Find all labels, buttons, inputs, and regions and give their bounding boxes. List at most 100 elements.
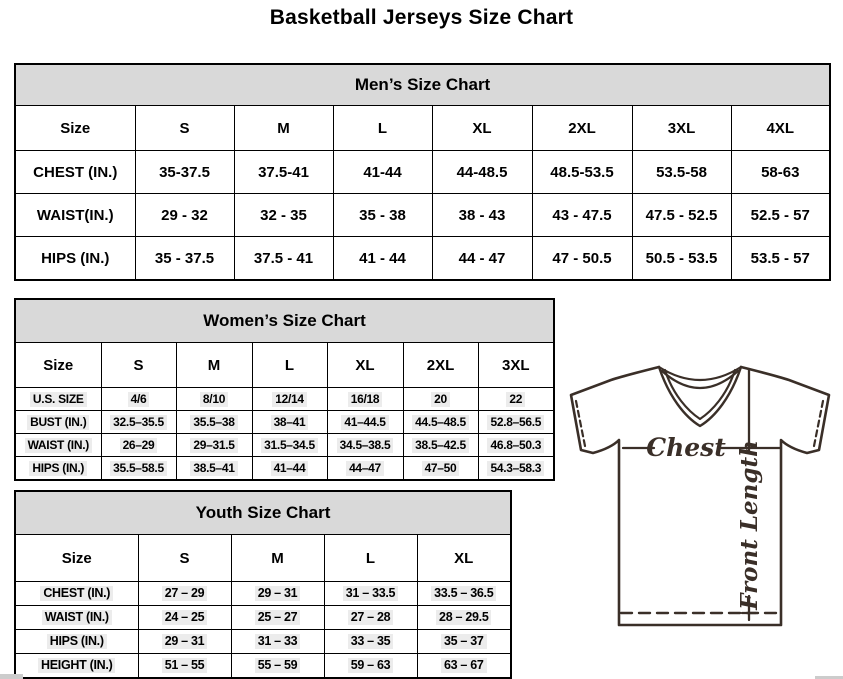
- table-row: CHEST (IN.) 35-37.5 37.5-41 41-44 44-48.…: [14, 150, 831, 194]
- womens-table-title: Women’s Size Chart: [14, 298, 555, 343]
- youth-cell: 59 – 63: [323, 653, 418, 679]
- mens-cell: 41 - 44: [332, 236, 433, 281]
- jersey-outline: [569, 365, 831, 627]
- mens-cell: 37.5 - 41: [233, 236, 334, 281]
- womens-cell: 38–41: [251, 410, 328, 434]
- womens-size-table: Women’s Size Chart Size S M L XL 2XL 3XL…: [14, 298, 556, 481]
- mens-cell: 35 - 37.5: [134, 236, 235, 281]
- womens-cell: 29–31.5: [175, 433, 253, 457]
- mens-cell: 52.5 - 57: [730, 193, 831, 237]
- right-cuff-stitch-line: [812, 399, 825, 448]
- youth-cell: 33.5 – 36.5: [416, 581, 512, 606]
- jersey-measurement-diagram: Chest Front Length: [569, 365, 831, 627]
- mens-column-header: Size: [14, 105, 136, 151]
- youth-cell: 35 – 37: [416, 629, 512, 654]
- mens-cell: 50.5 - 53.5: [631, 236, 732, 281]
- youth-column-header: M: [230, 534, 325, 582]
- mens-cell: 47 - 50.5: [531, 236, 633, 281]
- youth-cell: 29 – 31: [230, 581, 325, 606]
- youth-cell: 31 – 33: [230, 629, 325, 654]
- mens-column-header: XL: [431, 105, 533, 151]
- youth-table-title: Youth Size Chart: [14, 490, 512, 535]
- womens-cell: 41–44: [251, 456, 328, 481]
- table-row: WAIST(IN.) 29 - 32 32 - 35 35 - 38 38 - …: [14, 193, 831, 237]
- youth-row-label: CHEST (IN.): [14, 581, 139, 606]
- mens-cell: 58-63: [730, 150, 831, 194]
- mens-column-header: 2XL: [531, 105, 633, 151]
- youth-row-label: WAIST (IN.): [14, 605, 139, 630]
- womens-cell: 41–44.5: [326, 410, 404, 434]
- table-row: HIPS (IN.) 35.5–58.5 38.5–41 41–44 44–47…: [14, 456, 555, 481]
- womens-cell: 54.3–58.3: [477, 456, 555, 481]
- mens-cell: 29 - 32: [134, 193, 235, 237]
- youth-cell: 29 – 31: [137, 629, 232, 654]
- table-row: HEIGHT (IN.) 51 – 55 55 – 59 59 – 63 63 …: [14, 653, 512, 679]
- collar-back-arc: [657, 365, 743, 382]
- youth-cell: 55 – 59: [230, 653, 325, 679]
- mens-cell: 38 - 43: [431, 193, 533, 237]
- collar-back-arc-inner: [660, 369, 740, 390]
- womens-cell: 44–47: [326, 456, 404, 481]
- youth-column-header: S: [137, 534, 232, 582]
- mens-cell: 37.5-41: [233, 150, 334, 194]
- mens-row-label: CHEST (IN.): [14, 150, 136, 194]
- womens-row-label: HIPS (IN.): [14, 456, 102, 481]
- mens-cell: 35 - 38: [332, 193, 433, 237]
- vneck-inner-line: [663, 368, 737, 421]
- womens-cell: 46.8–50.3: [477, 433, 555, 457]
- mens-size-table: Men’s Size Chart Size S M L XL 2XL 3XL 4…: [14, 63, 832, 281]
- mens-column-header: 4XL: [730, 105, 831, 151]
- youth-cell: 33 – 35: [323, 629, 418, 654]
- womens-cell: 22: [477, 387, 555, 411]
- youth-cell: 51 – 55: [137, 653, 232, 679]
- womens-cell: 47–50: [402, 456, 479, 481]
- youth-size-table: Youth Size Chart Size S M L XL CHEST (IN…: [14, 490, 513, 679]
- youth-row-label: HEIGHT (IN.): [14, 653, 139, 679]
- womens-column-header: XL: [326, 342, 404, 388]
- mens-row-label: WAIST(IN.): [14, 193, 136, 237]
- womens-column-header: L: [251, 342, 328, 388]
- youth-column-header: Size: [14, 534, 139, 582]
- womens-cell: 38.5–41: [175, 456, 253, 481]
- page-title: Basketball Jerseys Size Chart: [269, 6, 574, 29]
- vneck-outer-line: [657, 365, 743, 428]
- front-length-measure-line: [740, 367, 758, 622]
- youth-column-header: XL: [416, 534, 512, 582]
- youth-cell: 28 – 29.5: [416, 605, 512, 630]
- mens-cell: 44-48.5: [431, 150, 533, 194]
- left-cuff-stitch-line: [574, 399, 587, 448]
- womens-cell: 8/10: [175, 387, 253, 411]
- table-row: U.S. SIZE 4/6 8/10 12/14 16/18 20 22: [14, 387, 555, 411]
- cropped-fragment-left: [0, 674, 23, 679]
- womens-column-header: 3XL: [477, 342, 555, 388]
- womens-row-label: BUST (IN.): [14, 410, 102, 434]
- womens-cell: 35.5–58.5: [100, 456, 177, 481]
- womens-cell: 32.5–35.5: [100, 410, 177, 434]
- womens-column-header: S: [100, 342, 177, 388]
- front-length-label: Front Length: [736, 440, 763, 611]
- womens-cell: 38.5–42.5: [402, 433, 479, 457]
- youth-cell: 25 – 27: [230, 605, 325, 630]
- youth-row-label: HIPS (IN.): [14, 629, 139, 654]
- womens-row-label: U.S. SIZE: [14, 387, 102, 411]
- mens-cell: 44 - 47: [431, 236, 533, 281]
- womens-cell: 52.8–56.5: [477, 410, 555, 434]
- mens-cell: 32 - 35: [233, 193, 334, 237]
- mens-row-label: HIPS (IN.): [14, 236, 136, 281]
- cropped-fragment-right: [815, 676, 843, 679]
- mens-cell: 43 - 47.5: [531, 193, 633, 237]
- youth-column-header: L: [323, 534, 418, 582]
- womens-cell: 26–29: [100, 433, 177, 457]
- womens-cell: 35.5–38: [175, 410, 253, 434]
- womens-row-label: WAIST (IN.): [14, 433, 102, 457]
- table-row: BUST (IN.) 32.5–35.5 35.5–38 38–41 41–44…: [14, 410, 555, 434]
- table-row: HIPS (IN.) 29 – 31 31 – 33 33 – 35 35 – …: [14, 629, 512, 654]
- table-row: WAIST (IN.) 24 – 25 25 – 27 27 – 28 28 –…: [14, 605, 512, 630]
- youth-cell: 27 – 28: [323, 605, 418, 630]
- mens-cell: 47.5 - 52.5: [631, 193, 732, 237]
- mens-column-header: L: [332, 105, 433, 151]
- table-row: HIPS (IN.) 35 - 37.5 37.5 - 41 41 - 44 4…: [14, 236, 831, 281]
- womens-cell: 16/18: [326, 387, 404, 411]
- mens-column-header: 3XL: [631, 105, 732, 151]
